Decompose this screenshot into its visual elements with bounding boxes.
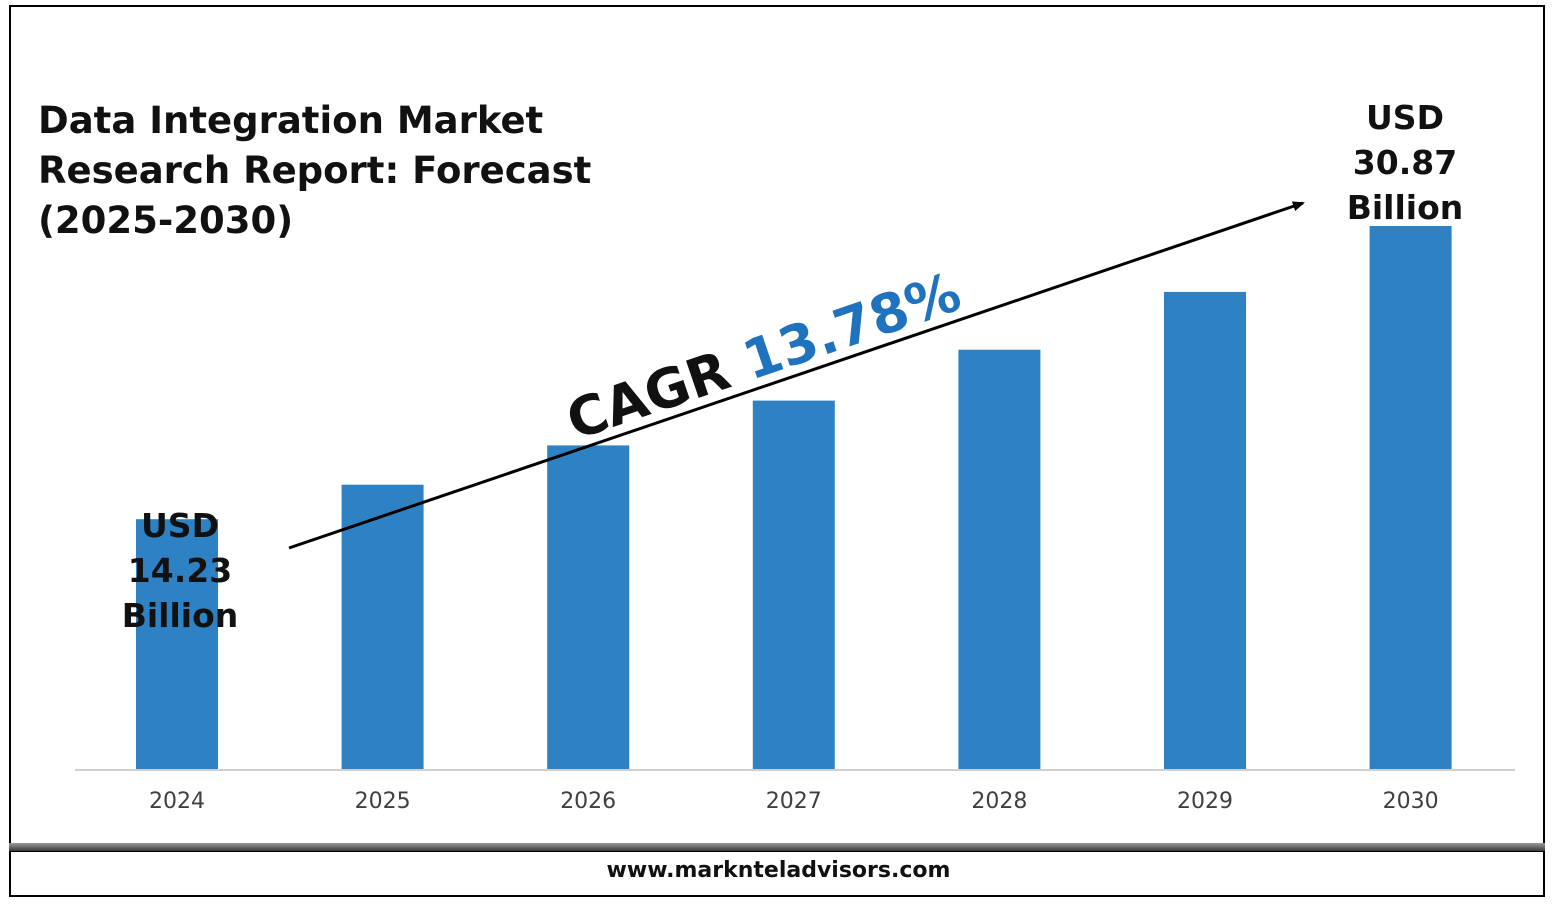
start-currency: USD: [141, 506, 219, 545]
footer-website: www.marknteladvisors.com: [606, 858, 951, 883]
end-value: 30.87: [1352, 143, 1458, 182]
bar-2026: [547, 445, 630, 770]
start-value: 14.23: [127, 551, 233, 590]
footer-rule: [9, 851, 1545, 852]
cagr-prefix: CAGR: [559, 339, 738, 453]
x-tick-label-2029: 2029: [1177, 789, 1233, 814]
cagr-arrow: [288, 201, 1305, 550]
bar-2024: [136, 519, 218, 770]
x-tick-label-2024: 2024: [149, 789, 205, 814]
x-tick-label-2027: 2027: [766, 789, 822, 814]
bar-2030: [1369, 226, 1452, 770]
x-tick-label-2026: 2026: [560, 789, 616, 814]
x-tick-label-2030: 2030: [1383, 789, 1439, 814]
bar-2028: [958, 349, 1041, 770]
x-tick-label-2025: 2025: [355, 789, 411, 814]
end-value-annotation: USD 30.87 Billion: [1330, 95, 1480, 230]
bar-2025: [341, 484, 424, 770]
end-currency: USD: [1366, 98, 1444, 137]
bar-2029: [1164, 291, 1246, 770]
bar-2027: [752, 400, 835, 770]
start-value-annotation: USD 14.23 Billion: [110, 503, 250, 638]
cagr-value: 13.78%: [735, 260, 968, 392]
end-unit: Billion: [1346, 188, 1464, 227]
page-title: Data Integration Market Research Report:…: [38, 99, 592, 242]
x-tick-label-2028: 2028: [971, 789, 1027, 814]
start-unit: Billion: [121, 596, 239, 635]
footer-divider: [9, 843, 1545, 851]
